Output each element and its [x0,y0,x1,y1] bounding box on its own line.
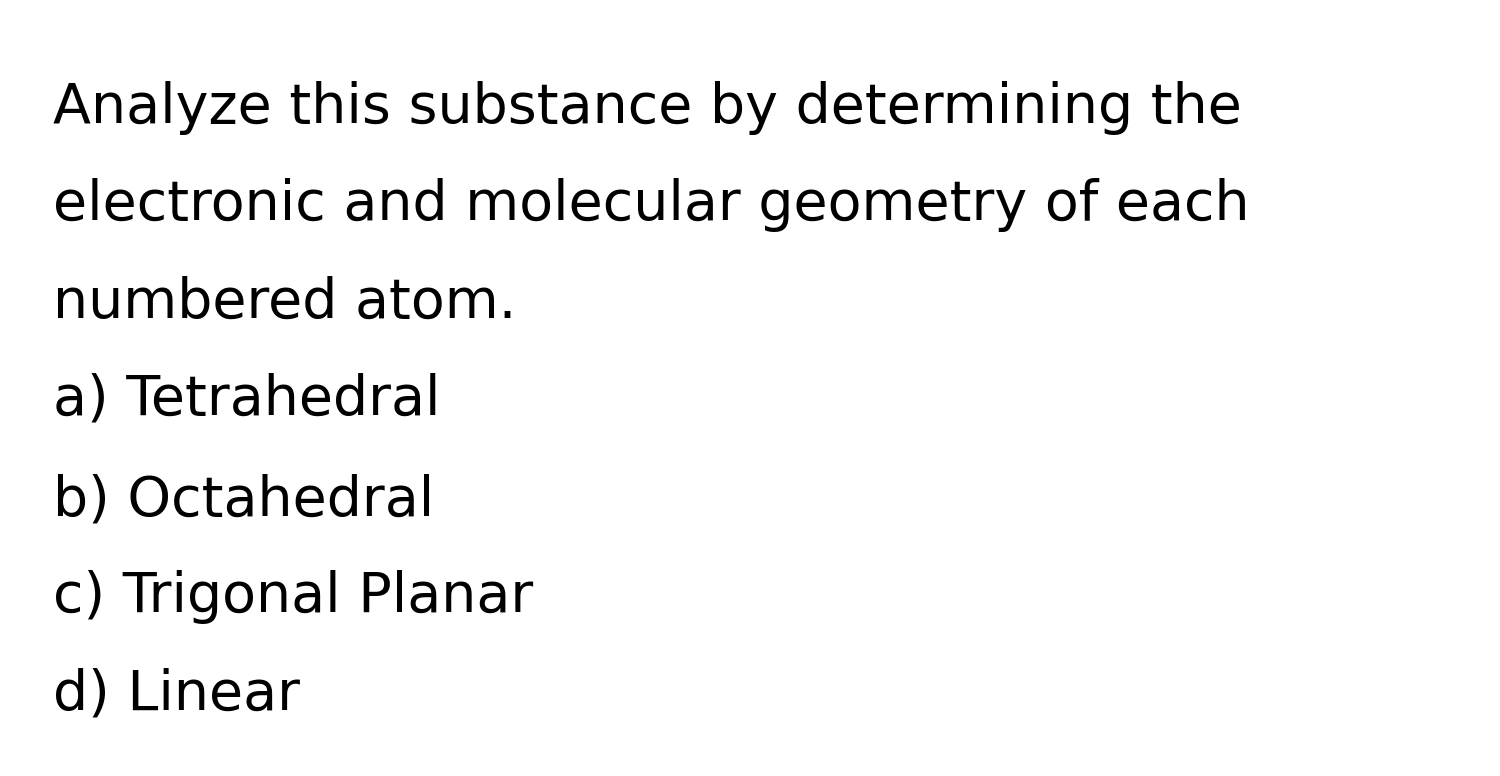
Text: b) Octahedral: b) Octahedral [53,473,434,528]
Text: electronic and molecular geometry of each: electronic and molecular geometry of eac… [53,178,1250,233]
Text: numbered atom.: numbered atom. [53,275,516,330]
Text: c) Trigonal Planar: c) Trigonal Planar [53,570,532,625]
Text: a) Tetrahedral: a) Tetrahedral [53,372,440,427]
Text: Analyze this substance by determining the: Analyze this substance by determining th… [53,81,1242,136]
Text: d) Linear: d) Linear [53,667,300,722]
